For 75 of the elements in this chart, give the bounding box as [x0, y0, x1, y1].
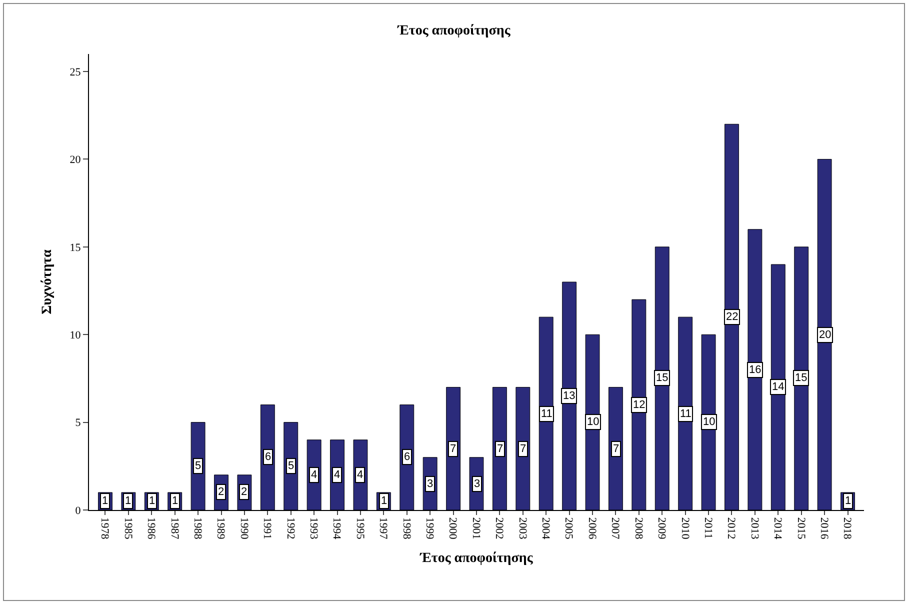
x-tick-label: 1989 [214, 517, 227, 540]
x-tick-label: 1994 [330, 517, 343, 540]
data-label: 4 [311, 469, 318, 481]
data-label: 12 [633, 399, 646, 411]
x-tick-label: 2016 [818, 517, 830, 540]
data-label: 7 [497, 443, 504, 455]
data-label: 5 [288, 460, 294, 472]
x-tick-label: 2002 [493, 517, 506, 540]
x-tick-label: 2005 [562, 517, 575, 540]
y-tick-label: 0 [75, 504, 82, 517]
data-label: 1 [381, 495, 388, 507]
data-label: 7 [450, 443, 456, 455]
data-label: 6 [404, 451, 410, 463]
data-label: 2 [241, 486, 248, 498]
y-tick-label: 10 [70, 329, 82, 342]
x-tick-label: 2007 [609, 517, 622, 540]
data-label: 20 [819, 329, 832, 341]
data-label: 13 [563, 390, 576, 402]
x-tick-label: 1990 [238, 517, 250, 540]
data-label: 3 [427, 478, 434, 490]
x-tick-label: 2010 [678, 517, 691, 540]
data-label: 7 [613, 443, 620, 455]
data-label: 6 [265, 451, 272, 463]
data-label: 16 [749, 364, 762, 376]
x-tick-label: 2015 [794, 517, 807, 540]
x-tick-label: 2014 [772, 517, 784, 540]
data-label: 1 [845, 495, 852, 507]
x-tick-label: 2008 [632, 517, 644, 540]
x-tick-label: 1985 [122, 517, 134, 540]
y-tick-label: 15 [70, 242, 82, 254]
x-tick-label: 1992 [284, 517, 296, 540]
data-label: 1 [149, 495, 156, 507]
x-tick-label: 2018 [841, 517, 854, 540]
data-label: 10 [587, 416, 600, 428]
x-tick-label: 2013 [748, 517, 760, 540]
data-label: 11 [541, 408, 552, 420]
y-axis-title: Συχνότητα [40, 249, 55, 314]
data-label: 10 [703, 416, 716, 428]
x-tick-label: 1998 [400, 517, 412, 540]
x-axis-title: Έτος αποφοίτησης [419, 551, 534, 566]
data-label: 4 [357, 469, 364, 481]
chart-title: Έτος αποφοίτησης [396, 24, 512, 39]
x-tick-label: 2003 [516, 517, 528, 540]
data-label: 11 [680, 408, 692, 420]
y-tick-label: 20 [70, 154, 82, 166]
data-label: 22 [726, 311, 738, 323]
data-label: 1 [102, 495, 108, 507]
data-label: 15 [656, 372, 668, 384]
x-tick-label: 2009 [656, 517, 668, 540]
x-tick-label: 1993 [307, 517, 320, 540]
x-tick-label: 1997 [377, 517, 390, 540]
data-label: 5 [195, 460, 202, 472]
y-tick-label: 25 [70, 66, 82, 78]
y-tick-label: 5 [75, 417, 82, 430]
data-label: 15 [795, 372, 808, 384]
x-tick-label: 2004 [540, 517, 552, 540]
data-label: 7 [520, 443, 526, 455]
x-tick-label: 1987 [168, 517, 180, 540]
x-tick-label: 1988 [191, 517, 204, 540]
x-tick-label: 2006 [586, 517, 598, 540]
x-tick-label: 1986 [145, 517, 158, 540]
data-label: 1 [172, 495, 178, 507]
x-tick-label: 1999 [424, 517, 436, 540]
x-tick-label: 2011 [702, 517, 714, 539]
x-tick-label: 2000 [446, 517, 459, 540]
x-tick-label: 1978 [98, 517, 111, 540]
x-tick-label: 1995 [354, 517, 366, 540]
x-tick-label: 2001 [470, 517, 482, 540]
data-label: 14 [772, 381, 784, 393]
data-label: 2 [218, 486, 224, 498]
x-tick-label: 1991 [261, 517, 274, 540]
data-label: 4 [334, 469, 340, 481]
data-label: 1 [125, 495, 132, 507]
data-label: 3 [474, 478, 480, 490]
x-tick-label: 2012 [725, 517, 738, 540]
